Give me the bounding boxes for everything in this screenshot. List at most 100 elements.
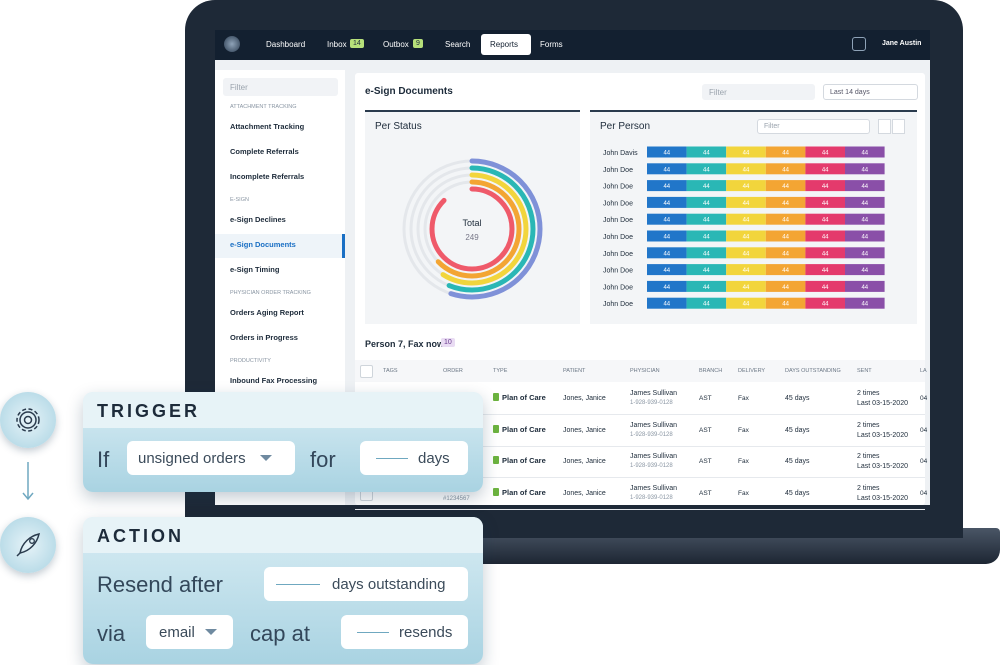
bar-segment — [686, 297, 727, 309]
branch: AST — [699, 489, 712, 497]
person-name: John Doe — [603, 217, 633, 224]
bar-segment — [805, 280, 845, 292]
la-cell: 04 — [920, 458, 928, 465]
bar-segment — [765, 213, 806, 225]
sidebar-item[interactable]: Orders Aging Report — [230, 308, 304, 317]
segment-label: 44 — [703, 184, 710, 190]
doc-type[interactable]: Plan of Care — [502, 487, 546, 497]
doc-icon — [493, 487, 499, 496]
bar-segment — [726, 163, 766, 175]
bar-segment — [765, 264, 806, 276]
nav-item[interactable]: Inbox — [327, 40, 347, 49]
page-title: e-Sign Documents — [365, 86, 453, 97]
sidebar-item[interactable]: Orders in Progress — [230, 333, 298, 342]
row-divider — [355, 414, 925, 415]
person-name: John Doe — [603, 251, 633, 258]
column-header[interactable]: PATIENT — [563, 368, 586, 374]
sidebar-item[interactable]: Incomplete Referrals — [230, 172, 305, 181]
phone: 1-928-939-0128 — [630, 400, 673, 406]
bar-segment — [765, 230, 806, 242]
patient: Jones, Janice — [563, 395, 606, 402]
nav-item[interactable]: Search — [445, 40, 471, 49]
phone: 1-928-939-0128 — [630, 431, 673, 438]
bar-segment — [805, 264, 845, 276]
next-button[interactable] — [892, 119, 905, 134]
column-header[interactable]: TAGS — [383, 368, 398, 374]
segment-label: 44 — [703, 285, 710, 291]
column-header[interactable]: DAYS OUTSTANDING — [785, 368, 841, 374]
sidebar-item[interactable]: e-Sign Timing — [230, 265, 280, 274]
user-name[interactable]: Jane Austin — [882, 40, 922, 47]
segment-label: 44 — [663, 251, 670, 257]
column-header[interactable]: DELIVERY — [738, 368, 766, 374]
person-name: John Doe — [603, 184, 633, 191]
bar-segment — [765, 146, 806, 158]
days-outstanding: 45 days — [785, 426, 810, 434]
segment-label: 44 — [822, 184, 829, 190]
sidebar-item[interactable]: Complete Referrals — [230, 147, 299, 156]
segment-label: 44 — [663, 218, 670, 224]
screen-edge — [930, 30, 963, 538]
select-all[interactable] — [360, 365, 373, 378]
bar-segment — [726, 196, 766, 208]
condition-dropdown[interactable]: unsigned orders — [127, 441, 295, 475]
header-filter[interactable]: Filter — [702, 84, 815, 100]
sidebar-item[interactable]: e-Sign Declines — [230, 215, 286, 224]
column-header[interactable]: SENT — [857, 368, 872, 374]
segment-label: 44 — [743, 302, 750, 308]
branch: AST — [699, 426, 712, 434]
doc-type[interactable]: Plan of Care — [502, 393, 546, 402]
physician: James Sullivan — [630, 484, 678, 492]
segment-label: 44 — [703, 218, 710, 224]
sidebar-item[interactable]: e-Sign Documents — [230, 240, 296, 249]
bar-segment — [765, 297, 806, 309]
phone: 1-928-939-0128 — [630, 463, 673, 469]
action-title: ACTION — [97, 526, 184, 546]
column-header[interactable]: ORDER — [443, 368, 463, 374]
nav-item[interactable]: Forms — [540, 40, 563, 49]
branch: AST — [699, 395, 712, 402]
sidebar-filter[interactable]: Filter — [223, 78, 338, 96]
nav-item[interactable]: Reports — [490, 40, 519, 49]
column-header[interactable]: PHYSICIAN — [630, 368, 660, 374]
resend-input[interactable]: days outstanding — [264, 567, 468, 601]
nav-item[interactable]: Outbox — [383, 40, 409, 49]
cap-input[interactable]: resends — [341, 615, 468, 649]
bar-segment — [647, 213, 687, 225]
delivery: Fax — [738, 458, 749, 465]
column-header[interactable]: BRANCH — [699, 368, 723, 374]
segment-label: 44 — [703, 151, 710, 157]
upload-icon[interactable] — [852, 37, 866, 51]
column-header[interactable]: TYPE — [493, 368, 508, 374]
days-input[interactable]: days — [360, 441, 468, 475]
bar-segment — [686, 230, 727, 242]
bar-segment — [686, 163, 727, 175]
segment-label: 44 — [782, 251, 789, 257]
via-text: via — [97, 621, 126, 646]
segment-label: 44 — [743, 251, 750, 257]
resend-text: Resend after — [97, 572, 223, 597]
person-filter[interactable]: Filter — [757, 119, 870, 134]
bar-segment — [805, 196, 845, 208]
doc-type[interactable]: Plan of Care — [502, 456, 546, 465]
phone: 1-928-939-0128 — [630, 494, 673, 501]
input-line — [376, 457, 408, 459]
column-header[interactable]: LA — [920, 368, 927, 374]
segment-label: 44 — [743, 201, 750, 207]
sent-count: 2 times — [857, 421, 880, 429]
channel-dropdown[interactable]: email — [146, 615, 233, 649]
bar-segment — [647, 280, 687, 292]
queue-count: 10 — [441, 338, 455, 347]
doc-type[interactable]: Plan of Care — [502, 424, 546, 434]
person-name: John Doe — [603, 200, 633, 207]
sidebar-item[interactable]: Inbound Fax Processing — [230, 376, 318, 385]
nav-item[interactable]: Dashboard — [266, 40, 306, 49]
range-select[interactable]: Last 14 days — [823, 84, 918, 100]
segment-label: 44 — [782, 201, 789, 207]
prev-button[interactable] — [878, 119, 891, 134]
total-value: 249 — [465, 233, 479, 242]
bar-segment — [726, 280, 766, 292]
sidebar-item[interactable]: Attachment Tracking — [230, 122, 305, 131]
bar-segment — [845, 280, 885, 292]
trigger-title: TRIGGER — [97, 401, 201, 421]
